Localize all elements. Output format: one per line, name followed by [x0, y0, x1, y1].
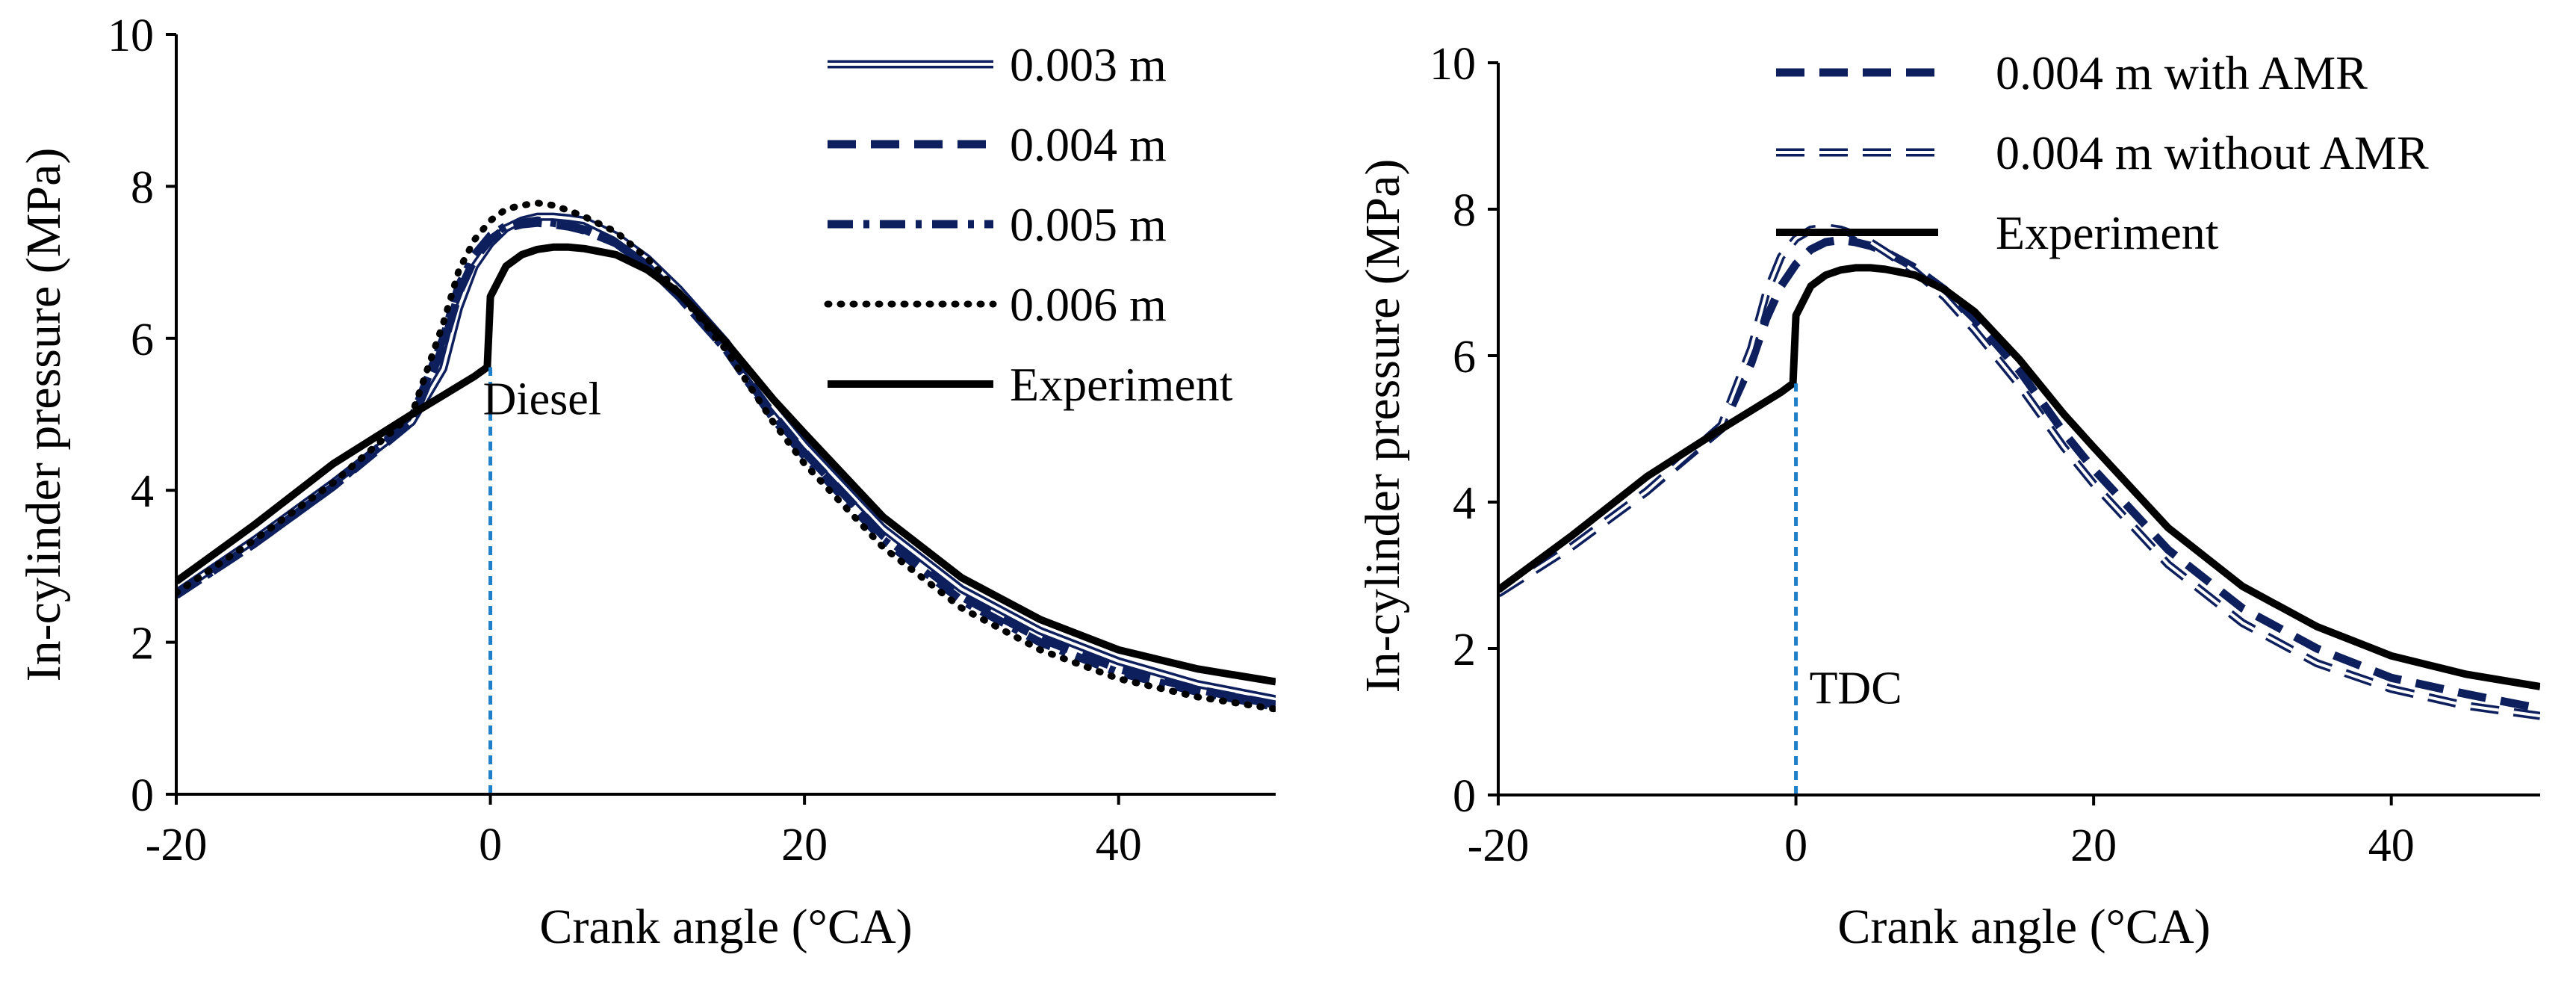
series-line-0-006-m	[176, 199, 1276, 713]
right-axes	[1497, 63, 2540, 796]
left-y-ticks: 0 2 4 6 8 10	[108, 10, 176, 821]
right-x-ticks: -20 0 20 40	[1468, 795, 2415, 871]
series-line-experiment	[1498, 264, 2540, 690]
legend-item: 0.006 m	[824, 278, 1167, 331]
x-tick-label: 40	[2368, 820, 2415, 871]
legend-item: Experiment	[1776, 206, 2219, 259]
left-x-axis-label: Crank angle (°CA)	[539, 900, 912, 954]
legend-item: 0.004 m without AMR	[1776, 126, 2429, 179]
legend-label: 0.004 m with AMR	[1996, 46, 2368, 99]
y-tick-label: 10	[108, 10, 154, 61]
y-tick-label: 8	[1453, 185, 1476, 236]
series-line-experiment	[176, 243, 1276, 686]
x-tick-label: 20	[2070, 820, 2117, 871]
y-tick-label: 4	[131, 466, 154, 517]
left-axes	[175, 34, 1276, 796]
legend-label: Experiment	[1010, 358, 1233, 411]
x-tick-label: 0	[1784, 820, 1807, 871]
right-y-axis-label: In-cylinder pressure (MPa)	[1356, 159, 1410, 693]
y-tick-label: 0	[131, 770, 154, 821]
x-tick-label: -20	[146, 820, 208, 870]
left-annotation: Diesel	[483, 374, 601, 425]
legend-label: 0.005 m	[1010, 198, 1167, 251]
legend-label: 0.003 m	[1010, 38, 1167, 91]
y-tick-label: 10	[1430, 39, 1476, 90]
series-line-0-003-m	[176, 212, 1276, 704]
x-tick-label: 0	[479, 820, 502, 870]
y-tick-label: 6	[131, 315, 154, 365]
right-y-ticks: 0 2 4 6 8 10	[1430, 39, 1498, 822]
legend-item: 0.005 m	[828, 198, 1167, 251]
legend-item: 0.003 m	[828, 38, 1167, 91]
left-x-ticks: -20 0 20 40	[146, 794, 1142, 870]
x-tick-label: 20	[781, 820, 828, 870]
left-series-group	[176, 199, 1276, 713]
series-line-0-005-m	[176, 216, 1276, 711]
series-line-0-004-m-without-amr	[1498, 223, 2540, 720]
x-tick-label: 40	[1096, 820, 1142, 870]
y-tick-label: 4	[1453, 478, 1476, 529]
right-legend: 0.004 m with AMR 0.004 m without AMR Exper…	[1776, 46, 2429, 259]
y-tick-label: 8	[131, 162, 154, 213]
left-legend: 0.003 m 0.004 m 0.005 m 0.006 m Experiment	[824, 38, 1233, 411]
y-tick-label: 2	[1453, 625, 1476, 675]
x-tick-label: -20	[1468, 820, 1530, 871]
series-line-0-004-m-with-amr	[1498, 235, 2540, 713]
right-x-axis-label: Crank angle (°CA)	[1837, 900, 2210, 954]
y-tick-label: 6	[1453, 332, 1476, 383]
legend-item: 0.004 m with AMR	[1776, 46, 2368, 99]
y-tick-label: 2	[131, 619, 154, 669]
legend-label: 0.004 m without AMR	[1996, 126, 2429, 179]
left-y-axis-label: In-cylinder pressure (MPa)	[16, 148, 71, 682]
y-tick-label: 0	[1453, 771, 1476, 822]
legend-label: Experiment	[1996, 206, 2219, 259]
legend-item: Experiment	[828, 358, 1233, 411]
legend-item: 0.004 m	[828, 118, 1167, 171]
legend-label: 0.004 m	[1010, 118, 1167, 171]
right-annotation: TDC	[1810, 663, 1902, 714]
legend-label: 0.006 m	[1010, 278, 1167, 331]
right-series-group	[1498, 223, 2540, 720]
